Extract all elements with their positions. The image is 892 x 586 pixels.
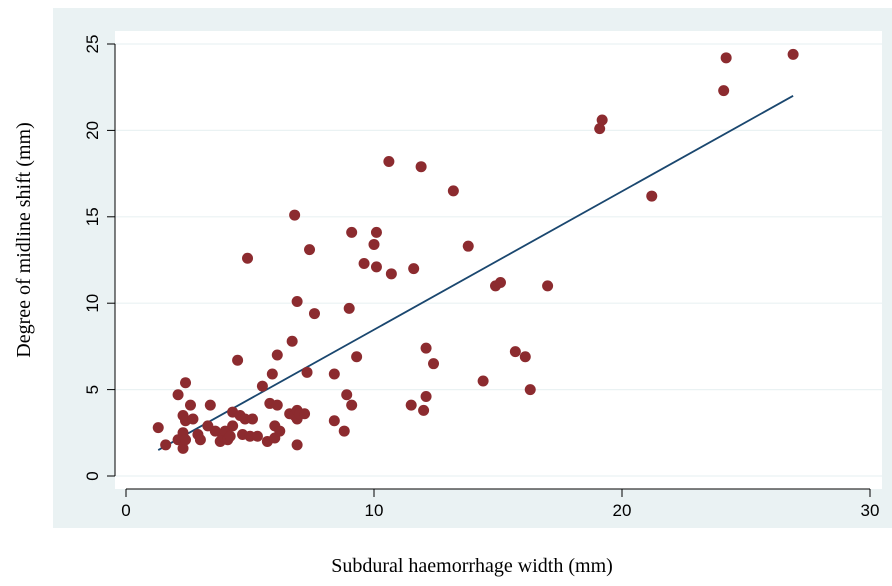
- data-point: [383, 156, 395, 168]
- data-point: [428, 358, 440, 370]
- x-tick-label: 20: [613, 501, 632, 520]
- data-point: [368, 238, 380, 250]
- data-point: [343, 302, 355, 314]
- data-point: [308, 308, 320, 320]
- data-point: [227, 420, 239, 432]
- data-point: [596, 114, 608, 126]
- data-point: [291, 295, 303, 307]
- data-point: [194, 434, 206, 446]
- data-point: [304, 244, 316, 256]
- data-point: [370, 261, 382, 273]
- data-point: [187, 413, 199, 425]
- data-point: [509, 346, 521, 358]
- data-point: [338, 425, 350, 437]
- data-point: [718, 85, 730, 97]
- data-point: [594, 123, 606, 135]
- data-point: [462, 240, 474, 252]
- y-tick-label: 5: [83, 385, 102, 394]
- data-point: [524, 384, 536, 396]
- data-point: [246, 413, 258, 425]
- y-tick-label: 0: [83, 471, 102, 480]
- axes: [107, 43, 871, 497]
- data-point: [420, 342, 432, 354]
- data-point: [328, 368, 340, 380]
- data-point: [519, 351, 531, 363]
- data-point: [291, 439, 303, 451]
- x-tick-label: 10: [365, 501, 384, 520]
- data-point: [299, 408, 311, 420]
- x-tick-label: 0: [121, 501, 130, 520]
- data-point: [447, 185, 459, 197]
- data-point: [408, 263, 420, 275]
- tick-labels: 0 5 10 15 20 25 0 10 20 30: [83, 35, 879, 520]
- data-point: [242, 252, 254, 264]
- data-point: [477, 375, 489, 387]
- data-point: [358, 257, 370, 269]
- data-point: [251, 430, 263, 442]
- data-point: [542, 280, 554, 292]
- data-point: [289, 209, 301, 221]
- data-point: [224, 430, 236, 442]
- data-point: [787, 48, 799, 60]
- data-point: [271, 399, 283, 411]
- y-tick-label: 10: [83, 294, 102, 313]
- data-point: [370, 226, 382, 238]
- data-point: [420, 391, 432, 403]
- data-point: [286, 335, 298, 347]
- y-tick-label: 15: [83, 207, 102, 226]
- data-point: [346, 226, 358, 238]
- data-point: [271, 349, 283, 361]
- data-point: [180, 377, 192, 389]
- y-axis-title: Degree of midline shift (mm): [13, 122, 35, 358]
- data-point: [184, 399, 196, 411]
- data-point: [415, 161, 427, 173]
- data-point: [351, 351, 363, 363]
- x-axis-title: Subdural haemorrhage width (mm): [331, 555, 613, 577]
- data-point: [341, 389, 353, 401]
- data-point: [152, 422, 164, 434]
- data-point: [204, 399, 216, 411]
- gridlines: [115, 43, 882, 477]
- data-point: [385, 268, 397, 280]
- data-point: [301, 366, 313, 378]
- data-point: [646, 190, 658, 202]
- data-point: [328, 415, 340, 427]
- data-point: [232, 354, 244, 366]
- data-point: [405, 399, 417, 411]
- data-point: [346, 399, 358, 411]
- data-point: [256, 380, 268, 392]
- data-point: [160, 439, 172, 451]
- y-tick-label: 25: [83, 35, 102, 54]
- data-point: [172, 389, 184, 401]
- points-layer: [152, 48, 799, 454]
- data-point: [177, 442, 189, 454]
- data-point: [720, 52, 732, 64]
- data-point: [418, 404, 430, 416]
- x-tick-label: 30: [861, 501, 880, 520]
- y-tick-label: 20: [83, 121, 102, 140]
- data-point: [494, 276, 506, 288]
- data-point: [274, 425, 286, 437]
- data-point: [180, 434, 192, 446]
- data-point: [266, 368, 278, 380]
